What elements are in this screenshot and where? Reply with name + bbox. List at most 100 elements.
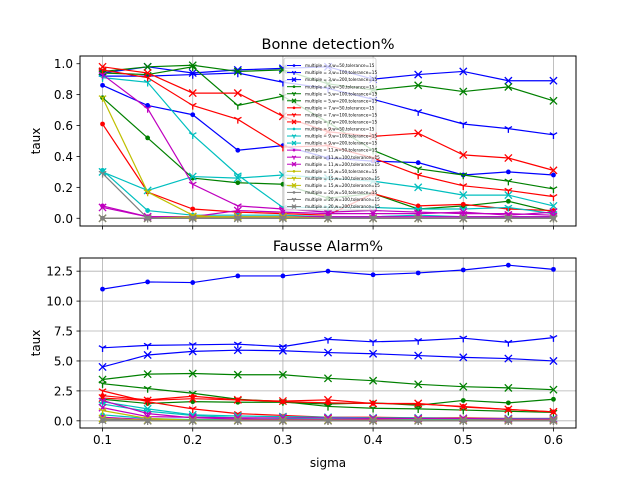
data-point <box>143 214 152 223</box>
data-point <box>414 129 423 138</box>
series-8 <box>98 394 558 416</box>
series-20 <box>98 416 558 425</box>
legend-label: multiple = 11,w=100,tolerance=15 <box>305 155 380 160</box>
data-point <box>323 416 333 425</box>
legend-marker <box>292 64 296 67</box>
y-tick-label: 7.5 <box>54 325 73 339</box>
legend-marker <box>291 113 297 118</box>
legend-label: multiple = 5,w=50,tolerance=15 <box>305 84 375 89</box>
y-tick-label: 10.0 <box>46 295 73 309</box>
data-point <box>98 345 107 352</box>
data-point <box>551 266 556 272</box>
data-point <box>460 201 466 207</box>
data-point <box>505 198 511 204</box>
legend-entry: multiple = 3,w=50,tolerance=15 <box>287 63 375 68</box>
legend-marker <box>291 197 297 202</box>
x-tick-label: 0.5 <box>454 433 473 447</box>
data-point <box>188 406 197 414</box>
data-point <box>549 214 558 223</box>
data-point <box>98 214 107 223</box>
legend-entry: multiple = 5,w=100,tolerance=15 <box>287 91 377 96</box>
data-point <box>143 416 152 425</box>
data-point <box>98 403 107 412</box>
detection-legend: multiple = 3,w=50,tolerance=15 multiple =… <box>283 57 380 211</box>
data-point <box>188 172 197 181</box>
data-point <box>504 383 513 392</box>
data-point <box>459 416 468 425</box>
data-point <box>459 172 468 180</box>
legend-entry: multiple = 20,w=50,tolerance=15 <box>287 190 377 195</box>
data-point <box>98 397 107 405</box>
data-point <box>414 351 423 360</box>
data-point <box>505 262 511 268</box>
legend-entry: multiple = 5,w=50,tolerance=15 <box>287 84 375 89</box>
legend-entry: multiple = 11,w=50,tolerance=15 <box>287 148 377 153</box>
data-point <box>504 204 513 212</box>
data-point <box>459 402 468 412</box>
legend-marker <box>292 127 296 131</box>
data-point <box>414 81 423 90</box>
data-point <box>98 394 107 403</box>
false-alarm-series-group <box>98 262 558 426</box>
data-point <box>233 370 242 379</box>
data-point <box>188 181 197 189</box>
data-point <box>414 172 423 180</box>
data-point <box>549 385 558 394</box>
legend-label: multiple = 3,w=100,tolerance=15 <box>305 70 377 75</box>
legend-label: multiple = 7,w=100,tolerance=15 <box>305 112 377 117</box>
legend-entry: multiple = 7,w=100,tolerance=15 <box>287 112 377 117</box>
data-point <box>549 166 558 175</box>
data-point <box>549 186 558 194</box>
data-point <box>98 95 107 102</box>
data-point <box>278 370 287 379</box>
false-alarm-plot-frame <box>79 257 577 429</box>
data-point <box>324 403 332 411</box>
data-point <box>233 206 242 215</box>
legend-marker <box>292 169 296 173</box>
legend-entry: multiple = 5,w=200,tolerance=15 <box>287 98 377 103</box>
y-tick-label: 1.0 <box>54 57 73 71</box>
data-point <box>188 89 197 98</box>
legend-label: multiple = 7,w=200,tolerance=15 <box>305 120 377 125</box>
data-point <box>504 153 513 163</box>
data-point <box>143 370 152 379</box>
data-point <box>143 189 152 197</box>
data-point <box>459 208 468 217</box>
data-point <box>143 396 152 405</box>
data-point <box>504 187 513 195</box>
data-point <box>414 108 423 116</box>
legend-marker <box>291 204 297 209</box>
data-point <box>414 183 423 192</box>
data-point <box>145 208 151 213</box>
series-1 <box>98 334 558 352</box>
legend-marker <box>292 106 296 110</box>
x-tick-label: 0.4 <box>364 433 383 447</box>
data-point <box>100 82 105 88</box>
legend-label: multiple = 3,w=50,tolerance=15 <box>305 63 375 68</box>
data-point <box>145 135 151 141</box>
legend-entry: multiple = 9,w=100,tolerance=15 <box>287 134 377 139</box>
data-point <box>459 183 468 191</box>
data-point <box>415 160 421 166</box>
false-alarm-y-axis-label: taux <box>29 330 43 357</box>
data-point <box>98 170 107 178</box>
data-point <box>549 193 558 201</box>
legend-entry: multiple = 7,w=200,tolerance=15 <box>287 119 377 125</box>
data-point <box>233 346 242 355</box>
data-point <box>233 214 242 223</box>
legend-label: multiple = 11,w=200,tolerance=15 <box>305 162 380 167</box>
data-point <box>549 96 558 105</box>
legend-label: multiple = 20,w=50,tolerance=15 <box>305 190 377 195</box>
legend-marker <box>292 148 296 152</box>
data-point <box>459 87 468 96</box>
legend-label: multiple = 9,w=100,tolerance=15 <box>305 134 377 139</box>
data-point <box>190 206 196 212</box>
legend-label: multiple = 11,w=50,tolerance=15 <box>305 148 377 153</box>
series-20 <box>98 214 558 223</box>
data-point <box>235 273 241 279</box>
data-point <box>323 214 333 223</box>
data-point <box>190 112 196 118</box>
data-point <box>460 267 466 273</box>
data-point <box>98 407 107 415</box>
